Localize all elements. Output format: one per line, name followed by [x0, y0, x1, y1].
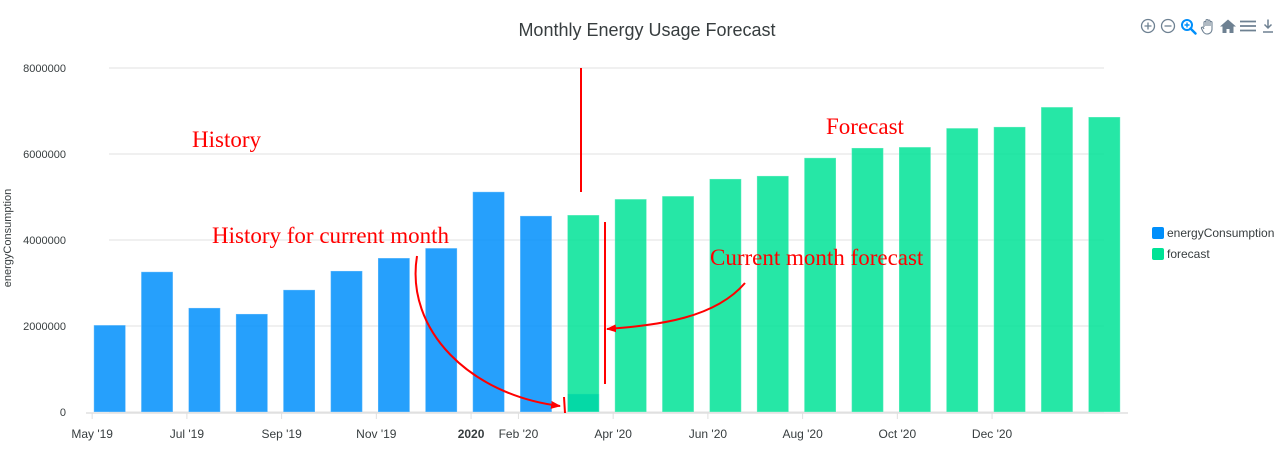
zoom-in-button[interactable] [1138, 16, 1158, 36]
y-tick-label: 2000000 [23, 321, 66, 333]
x-tick-label: Apr '20 [594, 427, 632, 441]
bar-energyConsumption [93, 324, 127, 413]
zoom-out-icon [1160, 18, 1176, 34]
x-tick-label: Feb '20 [499, 427, 539, 441]
chart-title: Monthly Energy Usage Forecast [518, 20, 775, 40]
y-tick-label: 0 [60, 407, 66, 419]
zoom-out-button[interactable] [1158, 16, 1178, 36]
zoom-in-icon [1140, 18, 1156, 34]
x-tick-label: Jun '20 [689, 427, 728, 441]
bar-energyConsumption [330, 270, 363, 413]
x-tick-label: Dec '20 [972, 427, 1013, 441]
legend-marker [1152, 247, 1164, 260]
bar-energyConsumption [377, 257, 411, 413]
menu-button[interactable] [1238, 16, 1258, 36]
bar-forecast [1040, 106, 1074, 413]
grid-lines [109, 67, 1104, 413]
legend-label: forecast [1167, 246, 1210, 261]
x-tick-label: May '19 [71, 427, 113, 441]
annotation-text: Forecast [826, 114, 905, 139]
bars [93, 106, 1121, 413]
selection-zoom-button[interactable] [1178, 16, 1198, 36]
bar-forecast [709, 178, 742, 413]
bar-forecast [566, 214, 600, 413]
x-tick-label: Nov '19 [356, 427, 397, 441]
bar-forecast [614, 198, 648, 413]
download-icon [1263, 19, 1273, 33]
reset-zoom-button[interactable] [1218, 16, 1238, 36]
legend-item-forecast[interactable]: forecast [1152, 243, 1274, 264]
legend-marker [1152, 226, 1164, 239]
bar-energyConsumption [519, 215, 553, 413]
pan-hand-icon [1200, 18, 1213, 35]
annotations: History History for current month Forecast… [192, 68, 924, 414]
y-axis-label: energyConsumption [2, 189, 14, 287]
bar-energyConsumption [424, 247, 458, 413]
selection-zoom-icon [1180, 18, 1197, 35]
y-tick-label: 8000000 [23, 63, 66, 75]
x-axis: May '19 Jul '19 Sep '19 Nov '19 2020 Feb '20 A… [71, 412, 1128, 441]
y-tick-label: 4000000 [23, 235, 66, 247]
menu-icon [1240, 20, 1256, 32]
annotation-text: Current month forecast [710, 245, 924, 270]
bar-energyConsumption [472, 191, 505, 413]
legend-label: energyConsumption [1167, 225, 1275, 240]
bar-forecast [1087, 116, 1121, 413]
bar-energyConsumption [140, 271, 174, 413]
bar-forecast [898, 146, 932, 413]
bar-forecast [756, 175, 790, 413]
x-tick-label: Oct '20 [879, 427, 917, 441]
bar-forecast [851, 147, 884, 413]
download-button[interactable] [1258, 16, 1278, 36]
y-axis: 0 2000000 4000000 6000000 8000000 [23, 63, 66, 419]
pan-button[interactable] [1198, 16, 1218, 36]
chart-toolbar [1138, 16, 1278, 36]
bar-energyConsumption [235, 313, 269, 413]
x-tick-label: Jul '19 [170, 427, 205, 441]
annotation-arrow [414, 255, 561, 409]
legend: energyConsumption forecast [1152, 222, 1274, 264]
x-tick-label: Aug '20 [782, 427, 823, 441]
bracket-line [563, 396, 566, 414]
annotation-arrow [606, 282, 746, 333]
reset-home-icon [1220, 19, 1236, 33]
legend-item-energyConsumption[interactable]: energyConsumption [1152, 222, 1274, 243]
annotation-text: History [192, 127, 262, 152]
bar-forecast [945, 127, 979, 413]
annotation-text: History for current month [212, 223, 449, 248]
bar-forecast [661, 195, 695, 413]
x-tick-label: Sep '19 [261, 427, 302, 441]
x-tick-label: 2020 [458, 427, 485, 441]
y-tick-label: 6000000 [23, 149, 66, 161]
bar-forecast [993, 126, 1026, 413]
bar-energyConsumption [188, 307, 221, 413]
bar-forecast [803, 157, 837, 413]
bar-energyConsumption [282, 289, 316, 413]
